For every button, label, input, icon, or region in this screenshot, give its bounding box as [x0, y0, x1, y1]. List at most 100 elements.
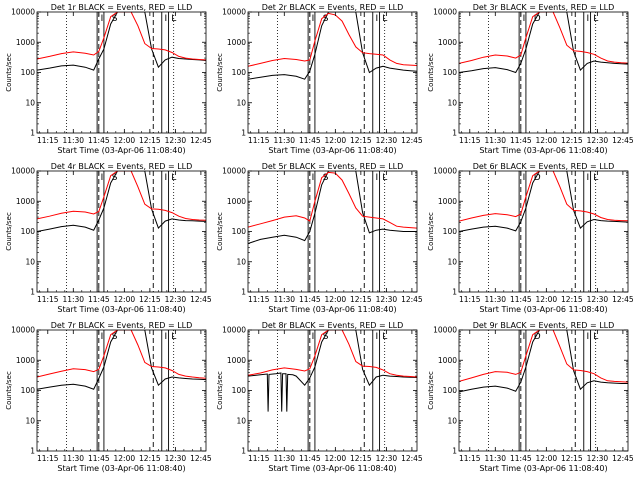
state-marker: L: [171, 332, 176, 342]
y-tick-label: 10: [447, 98, 457, 107]
y-tick-label: 10: [25, 257, 35, 266]
y-tick-label: 10000: [433, 167, 457, 176]
y-axis-label: Counts/sec: [5, 212, 13, 251]
x-tick-label: 12:30: [376, 136, 398, 145]
x-tick-label: 11:30: [484, 454, 506, 463]
x-axis-label: Start Time (03-Apr-06 11:08:40): [268, 146, 396, 155]
state-marker: I: [101, 332, 104, 342]
series-group: [459, 171, 628, 232]
x-tick-label: 11:15: [248, 136, 270, 145]
state-marker: L: [171, 173, 176, 183]
reference-lines: [488, 330, 597, 451]
x-tick-label: 12:30: [165, 454, 187, 463]
series-lld-line: [459, 171, 628, 222]
y-tick-label: 10000: [11, 167, 35, 176]
x-tick-label: 11:45: [510, 295, 532, 304]
series-group: [37, 330, 206, 390]
x-axis-label: Start Time (03-Apr-06 11:08:40): [57, 305, 185, 314]
series-group: [248, 12, 417, 80]
state-marker: D: [534, 173, 541, 183]
x-tick-label: 12:00: [325, 454, 347, 463]
y-tick-label: 100: [21, 227, 36, 236]
series-events-line: [248, 330, 417, 412]
y-tick-label: 1: [30, 129, 35, 138]
plot-frame: [247, 170, 418, 293]
reference-lines: [277, 330, 386, 451]
y-tick-label: 1000: [227, 197, 246, 206]
x-tick-label: 12:00: [536, 295, 558, 304]
y-tick-label: 100: [232, 227, 247, 236]
x-tick-label: 12:45: [612, 295, 634, 304]
x-tick-label: 12:30: [376, 295, 398, 304]
x-tick-label: 12:45: [190, 136, 212, 145]
x-axis-label: Start Time (03-Apr-06 11:08:40): [479, 305, 607, 314]
state-marker: S: [323, 14, 329, 24]
y-tick-label: 10000: [222, 167, 246, 176]
x-tick-label: 11:30: [273, 136, 295, 145]
x-tick-label: 12:45: [612, 454, 634, 463]
x-tick-label: 11:45: [299, 454, 321, 463]
state-marker: I: [101, 14, 104, 24]
y-tick-label: 1: [241, 288, 246, 297]
state-marker: I: [164, 332, 167, 342]
y-tick-label: 100: [21, 386, 36, 395]
x-tick-label: 12:45: [612, 136, 634, 145]
y-tick-label: 1: [30, 447, 35, 456]
series-lld-line: [459, 330, 628, 383]
state-marker: L: [171, 14, 176, 24]
x-tick-label: 12:45: [190, 295, 212, 304]
series-group: [37, 171, 206, 232]
panel-title: Det 5r BLACK = Events, RED = LLD: [262, 162, 404, 171]
state-marker: I: [523, 332, 526, 342]
y-tick-label: 10: [236, 416, 246, 425]
panel-title: Det 3r BLACK = Events, RED = LLD: [473, 3, 615, 12]
series-group: [37, 12, 206, 71]
x-tick-label: 11:30: [273, 295, 295, 304]
x-tick-label: 12:15: [350, 136, 372, 145]
reference-lines: [66, 12, 175, 133]
y-tick-label: 1: [452, 288, 457, 297]
series-events-line: [248, 12, 417, 80]
y-tick-label: 10: [25, 98, 35, 107]
state-marker: L: [593, 14, 598, 24]
x-tick-label: 12:00: [325, 136, 347, 145]
panel-title: Det 7r BLACK = Events, RED = LLD: [51, 321, 193, 330]
y-tick-label: 1000: [227, 38, 246, 47]
x-tick-label: 11:15: [248, 295, 270, 304]
x-tick-label: 12:45: [190, 454, 212, 463]
plot-frame: [36, 329, 207, 452]
plot-frame: [458, 170, 629, 293]
state-marker: I: [523, 14, 526, 24]
y-tick-label: 1000: [438, 197, 457, 206]
state-marker: S: [323, 332, 329, 342]
y-tick-label: 10: [447, 257, 457, 266]
x-tick-label: 11:15: [459, 454, 481, 463]
series-group: [459, 12, 628, 74]
x-tick-label: 12:00: [325, 295, 347, 304]
y-tick-label: 1: [452, 129, 457, 138]
state-marker: I: [101, 173, 104, 183]
x-tick-label: 12:15: [139, 295, 161, 304]
series-lld-line: [248, 330, 417, 378]
x-tick-label: 11:45: [299, 136, 321, 145]
x-axis-label: Start Time (03-Apr-06 11:08:40): [268, 464, 396, 473]
x-tick-label: 11:15: [37, 454, 59, 463]
plot-frame: [247, 329, 418, 452]
y-axis-label: Counts/sec: [427, 53, 435, 92]
state-marker: S: [112, 173, 118, 183]
y-tick-label: 1: [241, 447, 246, 456]
series-events-line: [37, 171, 206, 232]
y-tick-label: 10000: [222, 326, 246, 335]
y-axis-label: Counts/sec: [216, 212, 224, 251]
state-marker: I: [312, 332, 315, 342]
x-tick-label: 11:45: [88, 295, 110, 304]
x-tick-label: 11:45: [88, 136, 110, 145]
reference-lines: [66, 330, 175, 451]
panel-title: Det 2r BLACK = Events, RED = LLD: [262, 3, 404, 12]
reference-lines: [488, 171, 597, 292]
x-tick-label: 12:30: [376, 454, 398, 463]
